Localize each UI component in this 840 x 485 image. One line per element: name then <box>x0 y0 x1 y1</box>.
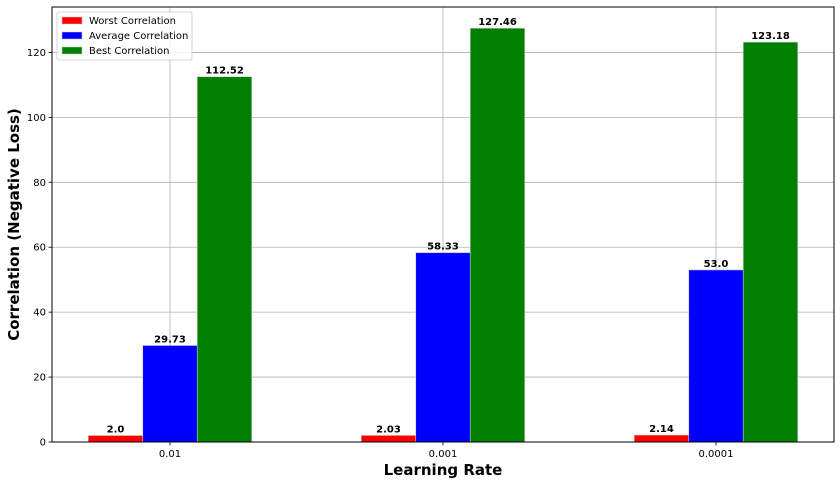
bar-worst-correlation <box>360 435 417 443</box>
y-tick-label: 40 <box>33 308 46 319</box>
bar-value-label: 2.0 <box>107 425 125 436</box>
bar-value-label: 127.46 <box>478 17 517 28</box>
bar-value-label: 123.18 <box>751 31 790 42</box>
bar-average-correlation <box>688 269 744 443</box>
y-tick-label: 120 <box>27 48 46 59</box>
legend-swatch <box>61 31 83 40</box>
legend-swatch <box>61 16 83 25</box>
bars <box>87 27 799 443</box>
y-axis-ticks: 0 20 40 60 80 100 120 <box>27 48 52 449</box>
x-tick-label: 0.001 <box>429 449 458 460</box>
y-tick-label: 20 <box>33 373 46 384</box>
y-axis-title: Correlation (Negative Loss) <box>5 108 23 341</box>
bar-value-label: 58.33 <box>427 242 459 253</box>
bar-value-label: 2.03 <box>376 424 401 435</box>
bar-best-correlation <box>742 41 799 443</box>
bar-average-correlation <box>142 345 198 443</box>
bar-best-correlation <box>469 27 526 443</box>
y-tick-label: 60 <box>33 243 46 254</box>
x-tick-label: 0.0001 <box>699 449 734 460</box>
x-axis-title: Learning Rate <box>384 461 503 479</box>
bar-value-label: 2.14 <box>649 424 674 435</box>
bar-value-label: 53.0 <box>704 259 729 270</box>
legend-label: Best Correlation <box>89 46 169 57</box>
x-tick-label: 0.01 <box>159 449 181 460</box>
bar-best-correlation <box>196 76 253 443</box>
legend-box <box>56 11 193 61</box>
bar-average-correlation <box>415 252 471 443</box>
legend: Worst Correlation Average Correlation Best… <box>56 11 193 61</box>
legend-swatch <box>61 46 83 55</box>
y-tick-label: 80 <box>33 178 46 189</box>
bar-value-label: 112.52 <box>205 66 244 77</box>
legend-label: Average Correlation <box>89 31 188 42</box>
x-axis-ticks: 0.01 0.001 0.0001 <box>159 442 734 460</box>
bar-worst-correlation <box>633 434 690 443</box>
bar-worst-correlation <box>87 435 144 443</box>
bar-value-label: 29.73 <box>154 334 186 345</box>
y-tick-label: 100 <box>27 113 46 124</box>
legend-label: Worst Correlation <box>89 16 176 27</box>
y-tick-label: 0 <box>40 438 46 449</box>
value-labels: 2.0 2.03 2.14 29.73 58.33 53.0 112.52 127.46 123… <box>107 17 790 435</box>
